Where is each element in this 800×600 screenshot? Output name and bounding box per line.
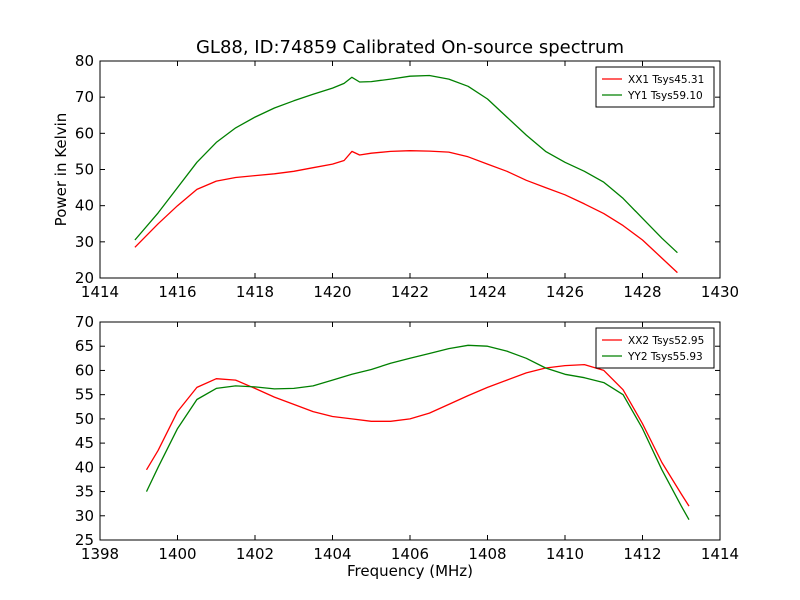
y-tick-label: 35 (75, 483, 94, 501)
legend-label: YY2 Tsys55.93 (627, 351, 703, 363)
bottom-x-axis-label: Frequency (MHz) (347, 562, 473, 580)
y-tick-label: 60 (75, 361, 94, 379)
y-tick-label: 30 (75, 233, 94, 251)
x-tick-label: 1398 (81, 545, 119, 563)
y-tick-label: 40 (75, 458, 94, 476)
x-tick-label: 1424 (468, 283, 506, 301)
y-tick-label: 25 (75, 531, 94, 549)
y-tick-label: 65 (75, 337, 94, 355)
top-plot-ticks: 1414 1416 1418 1420 1422 1424 1426 1428 1430 20 30… (75, 52, 739, 301)
bottom-panel: 1398 1400 1402 1404 1406 1408 1410 1412 1414 25 30… (75, 313, 739, 580)
series-line-yy2 (145, 344, 690, 521)
x-tick-label: 1406 (391, 545, 429, 563)
y-tick-label: 60 (75, 124, 94, 142)
legend-box (595, 66, 715, 108)
x-tick-label: 1414 (701, 545, 739, 563)
legend-label: XX1 Tsys45.31 (628, 74, 704, 86)
legend-label: XX2 Tsys52.95 (628, 335, 704, 347)
top-plot-lines (134, 74, 678, 274)
y-tick-label: 70 (75, 88, 94, 106)
x-tick-label: 1410 (546, 545, 584, 563)
legend-label: YY1 Tsys59.10 (627, 90, 703, 102)
x-tick-label: 1416 (158, 283, 196, 301)
y-tick-label: 70 (75, 313, 94, 331)
bottom-legend: XX2 Tsys52.95 YY2 Tsys55.93 (595, 327, 715, 369)
x-tick-label: 1422 (391, 283, 429, 301)
x-tick-label: 1400 (158, 545, 196, 563)
top-legend: XX1 Tsys45.31 YY1 Tsys59.10 (595, 66, 715, 108)
bottom-plot-ticks: 1398 1400 1402 1404 1406 1408 1410 1412 1414 25 30… (75, 313, 739, 563)
x-tick-label: 1418 (236, 283, 274, 301)
x-tick-label: 1426 (546, 283, 584, 301)
x-tick-label: 1412 (623, 545, 661, 563)
y-tick-label: 80 (75, 52, 94, 70)
y-tick-label: 20 (75, 269, 94, 287)
figure-title: GL88, ID:74859 Calibrated On-source spec… (196, 37, 624, 58)
y-tick-label: 40 (75, 197, 94, 215)
x-tick-label: 1420 (313, 283, 351, 301)
x-tick-label: 1408 (468, 545, 506, 563)
series-line-xx1 (134, 150, 678, 274)
x-tick-label: 1404 (313, 545, 351, 563)
y-tick-label: 50 (75, 161, 94, 179)
y-tick-label: 30 (75, 507, 94, 525)
y-tick-label: 55 (75, 386, 94, 404)
y-tick-label: 50 (75, 410, 94, 428)
x-tick-label: 1428 (623, 283, 661, 301)
legend-box (595, 327, 715, 369)
x-tick-label: 1414 (81, 283, 119, 301)
series-line-xx2 (145, 363, 690, 507)
bottom-plot-lines (145, 344, 690, 521)
x-tick-label: 1430 (701, 283, 739, 301)
top-y-axis-label: Power in Kelvin (52, 113, 70, 227)
x-tick-label: 1402 (236, 545, 274, 563)
series-line-yy1 (134, 74, 678, 254)
top-panel: 1414 1416 1418 1420 1422 1424 1426 1428 1430 20 30… (52, 52, 739, 301)
y-tick-label: 45 (75, 434, 94, 452)
